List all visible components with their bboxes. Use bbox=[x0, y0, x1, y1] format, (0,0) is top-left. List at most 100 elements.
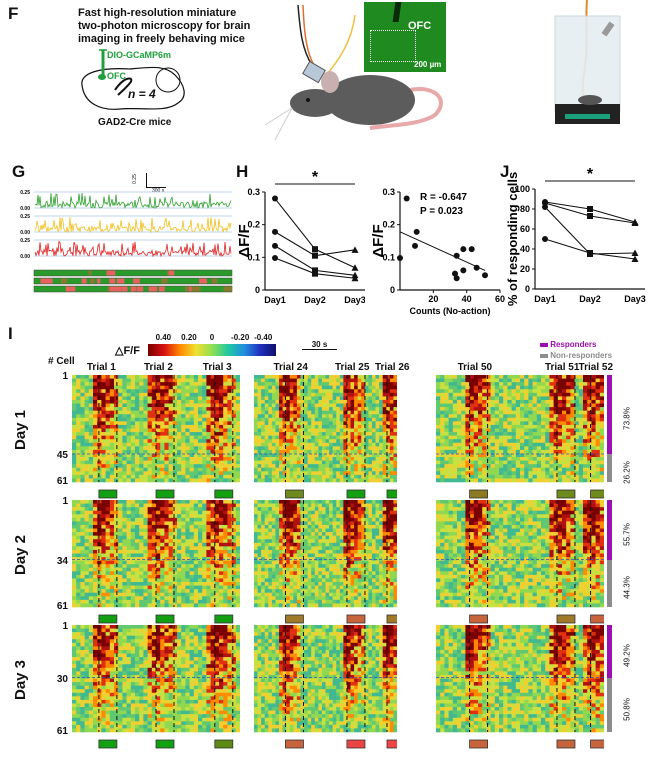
colorbar-label: △F/F bbox=[115, 345, 140, 357]
heatmap-cell bbox=[503, 407, 508, 411]
heatmap-cell bbox=[528, 396, 533, 401]
heatmap-cell bbox=[231, 442, 237, 447]
heatmap-cell bbox=[109, 599, 115, 604]
heatmap-cell bbox=[198, 592, 203, 597]
heatmap-cell bbox=[210, 375, 216, 379]
heatmap-cell bbox=[321, 474, 326, 479]
heatmap-cell bbox=[160, 410, 165, 415]
heatmap-cell bbox=[393, 457, 397, 461]
heatmap-cell bbox=[198, 417, 203, 422]
heatmap-cell bbox=[172, 500, 178, 504]
heatmap-cell bbox=[181, 439, 186, 444]
heatmap-cell bbox=[587, 382, 592, 386]
heatmap-cell bbox=[235, 432, 240, 436]
heatmap-cell bbox=[80, 521, 85, 526]
heatmap-cell bbox=[227, 385, 232, 390]
heatmap-cell bbox=[164, 514, 169, 519]
heatmap-cell bbox=[286, 421, 291, 426]
heatmap-cell bbox=[389, 407, 394, 411]
behavior-segment bbox=[90, 278, 95, 284]
y-tick-label: 0.3 bbox=[247, 187, 260, 197]
heatmap-cell bbox=[193, 585, 199, 590]
heatmap-cell bbox=[135, 449, 140, 454]
heatmap-cell bbox=[177, 507, 182, 511]
heatmap-cell bbox=[181, 382, 186, 386]
heatmap-cell bbox=[261, 478, 266, 483]
heatmap-cell bbox=[181, 574, 186, 579]
behavior-segment bbox=[88, 270, 92, 276]
heatmap-cell bbox=[135, 524, 140, 529]
heatmap-cell bbox=[524, 457, 529, 461]
heatmap-cell bbox=[368, 399, 373, 404]
heatmap-cell bbox=[289, 378, 294, 383]
heatmap-cell bbox=[181, 592, 186, 597]
heatmap-cell bbox=[210, 407, 216, 411]
heatmap-cell bbox=[164, 392, 169, 397]
heatmap-cell bbox=[574, 449, 580, 454]
heatmap-cell bbox=[279, 396, 283, 401]
heatmap-cell bbox=[147, 571, 153, 576]
heatmap-cell bbox=[109, 446, 115, 451]
heatmap-cell bbox=[168, 457, 174, 461]
heatmap-cell bbox=[118, 424, 123, 429]
heatmap-cell bbox=[461, 375, 466, 379]
heatmap-cell bbox=[393, 464, 397, 469]
heatmap-cell bbox=[275, 421, 280, 426]
heatmap-cell bbox=[289, 399, 294, 404]
significance-star: * bbox=[312, 170, 319, 186]
heatmap-cell bbox=[494, 421, 500, 426]
heatmap-cell bbox=[72, 460, 77, 465]
heatmap-cell bbox=[181, 521, 186, 526]
heatmap-cell bbox=[346, 396, 351, 401]
heatmap-cell bbox=[300, 424, 305, 429]
heatmap-cell bbox=[198, 439, 203, 444]
heatmap-cell bbox=[206, 514, 211, 519]
heatmap-cell bbox=[164, 385, 169, 390]
heatmap-cell bbox=[172, 442, 178, 447]
trial-label: Trial 2 bbox=[144, 362, 173, 373]
heatmap-cell bbox=[587, 478, 592, 483]
heatmap-cell bbox=[545, 392, 550, 397]
heatmap-cell bbox=[511, 424, 517, 429]
heatmap-cell bbox=[219, 414, 224, 419]
heatmap-cell bbox=[307, 478, 312, 483]
heatmap-cell bbox=[275, 424, 280, 429]
heatmap-cell bbox=[452, 439, 458, 444]
heatmap-cell bbox=[198, 574, 203, 579]
heatmap-cell bbox=[72, 403, 77, 408]
heatmap-cell bbox=[574, 375, 580, 379]
heatmap-cell bbox=[185, 535, 190, 540]
heatmap-cell bbox=[532, 442, 538, 447]
heatmap-cell bbox=[105, 457, 111, 461]
heatmap-cell bbox=[185, 375, 190, 379]
heatmap-cell bbox=[587, 385, 592, 390]
heatmap-cell bbox=[314, 467, 319, 472]
heatmap-cell bbox=[177, 528, 182, 533]
heatmap-cell bbox=[164, 557, 169, 561]
heatmap-cell bbox=[164, 471, 169, 476]
heatmap-cell bbox=[160, 478, 165, 483]
heatmap-cell bbox=[147, 403, 153, 408]
legend-swatch-nonresponders bbox=[540, 353, 548, 358]
heatmap-cell bbox=[210, 535, 216, 540]
heatmap-cell bbox=[198, 557, 203, 561]
heatmap-cell bbox=[147, 382, 153, 386]
heatmap-cell bbox=[202, 424, 207, 429]
heatmap-cell bbox=[549, 457, 554, 461]
heatmap-cell bbox=[528, 460, 533, 465]
heatmap-cell bbox=[177, 403, 182, 408]
heatmap-cell bbox=[206, 553, 211, 558]
heatmap-cell bbox=[282, 467, 287, 472]
heatmap-cell bbox=[583, 464, 588, 469]
heatmap-cell bbox=[339, 442, 344, 447]
heatmap-cell bbox=[264, 478, 269, 483]
heatmap-cell bbox=[164, 500, 169, 504]
heatmap-cell bbox=[193, 421, 199, 426]
heatmap-cell bbox=[97, 424, 102, 429]
heatmap-cell bbox=[135, 567, 140, 572]
heatmap-cell bbox=[80, 392, 85, 397]
heatmap-cell bbox=[130, 378, 136, 383]
heatmap-cell bbox=[227, 582, 232, 586]
heatmap-cell bbox=[139, 574, 144, 579]
heatmap-cell bbox=[139, 592, 144, 597]
